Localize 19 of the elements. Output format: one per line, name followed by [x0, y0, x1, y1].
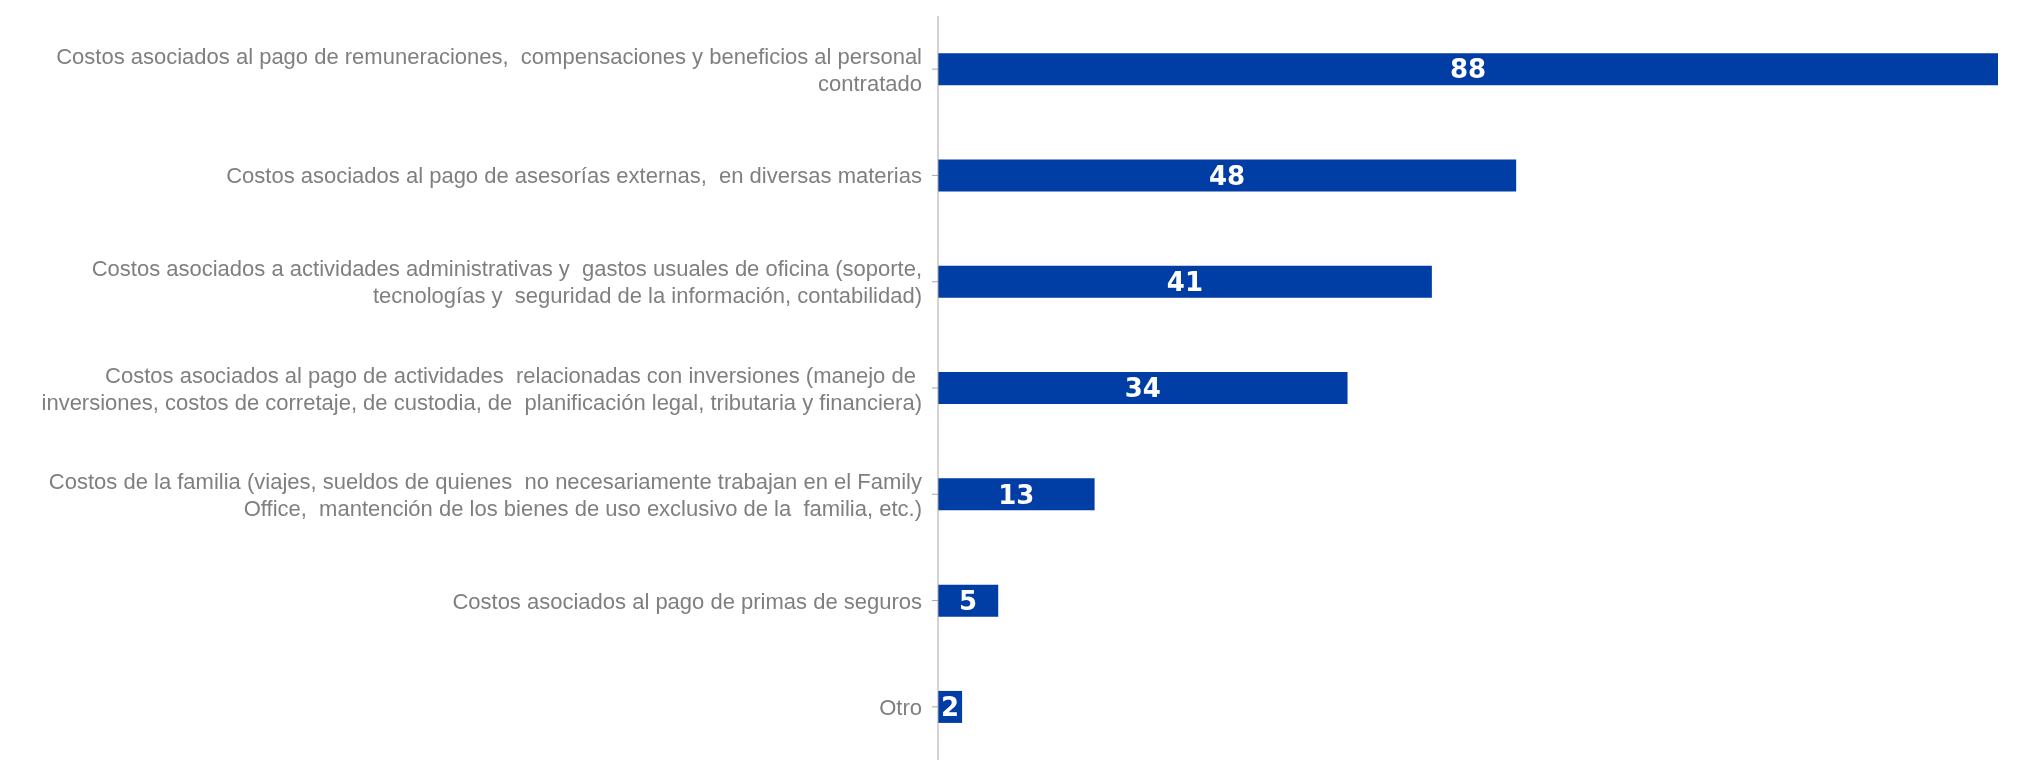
bar	[938, 53, 1998, 86]
data-label: 34	[1124, 373, 1161, 404]
bar	[938, 159, 1517, 192]
y-tick-label: Costos asociados al pago de actividades relacionadas con inversiones (manejo de inversiones, costos de corretaje, de custodia, de planificación legal, tributaria y financiera)	[41, 362, 922, 414]
bar	[938, 265, 1432, 298]
data-label: 13	[998, 479, 1035, 510]
bar	[938, 372, 1348, 405]
data-label: 41	[1166, 267, 1204, 297]
bar	[938, 478, 1095, 511]
y-tick-label: Costos asociados al pago de primas de seguros	[452, 588, 922, 614]
data-label: 88	[1449, 54, 1487, 85]
y-tick-label: Costos de la familia (viajes, sueldos de quienes no necesariamente trabajan en el Family Office, mantención de los bienes de uso exclusivo de la familia, etc.)	[48, 468, 922, 521]
y-tick-label: Otro	[879, 694, 922, 720]
y-tick-label: Costos asociados al pago de asesorías externas, en diversas materias	[226, 162, 922, 188]
y-tick-label: Costos asociados al pago de remuneraciones, compensaciones y beneficios al personal contratado	[56, 43, 922, 96]
data-label: 48	[1209, 160, 1246, 191]
y-tick-label: Costos asociados a actividades administrativas y gastos usuales de oficina (soporte, tecnologías y seguridad de la información, contabilidad)	[91, 255, 922, 308]
data-label: 2	[941, 692, 960, 723]
data-label: 5	[959, 585, 978, 616]
